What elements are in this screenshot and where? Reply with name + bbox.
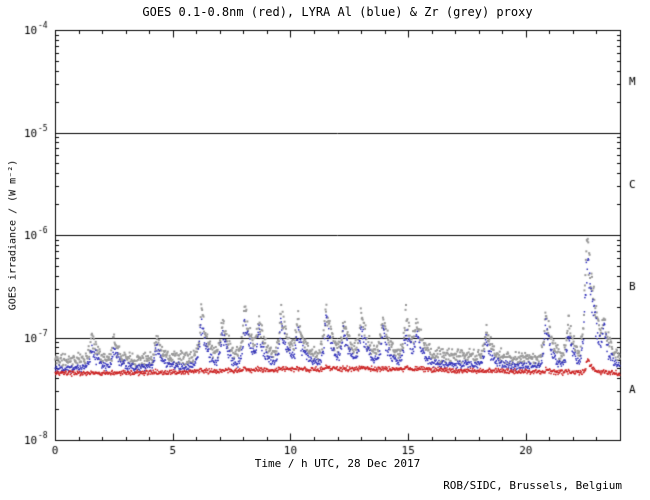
chart-title: GOES 0.1-0.8nm (red), LYRA Al (blue) & Z…	[142, 5, 533, 19]
y-axis-label: GOES irradiance / (W m⁻²)	[7, 159, 19, 311]
x-axis-label: Time / h UTC, 28 Dec 2017	[254, 457, 421, 470]
credit-text: ROB/SIDC, Brussels, Belgium	[443, 479, 622, 492]
